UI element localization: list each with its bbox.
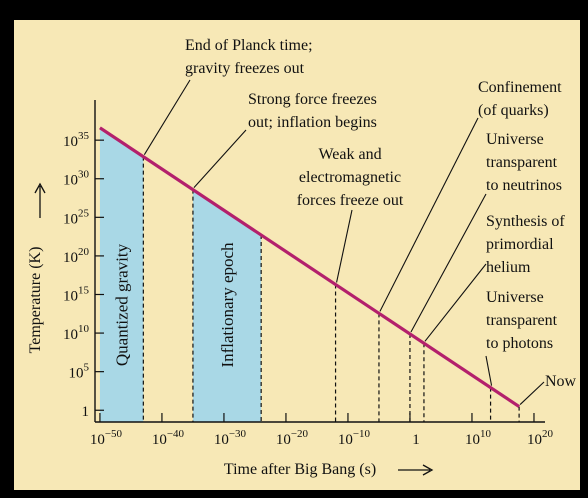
event-label: End of Planck time; [185,37,313,54]
event-label: to photons [486,335,553,352]
axes: 10−50 10−40 10−30 10−20 10−10 1 1010 1020 1 105 10… [63,100,553,448]
lines [99,126,520,422]
event-label: Weak and [318,146,381,163]
event-label: helium [486,259,531,276]
tick-label: 1015 [63,284,90,304]
event-label: (of quarks) [478,102,549,119]
leader-line [143,79,191,155]
event-label: to neutrinos [486,177,562,194]
x-axis-label: Time after Big Bang (s) [224,461,376,478]
leader-line [424,263,487,342]
tick-label: 10−50 [90,428,123,448]
tick-label: 1025 [63,207,90,227]
tick-label: 10−30 [214,428,247,448]
event-label: transparent [486,154,558,171]
leader-line [379,117,479,312]
event-label: Universe [486,131,544,148]
y-axis-label: Temperature (K) [27,247,44,354]
leader-line [193,129,247,189]
event-label: gravity freezes out [185,60,305,77]
event-label: transparent [486,312,558,329]
leader-line [485,355,493,386]
leader-line [336,209,353,283]
region [99,127,144,422]
tick-label: 1010 [465,428,492,448]
leader-line [519,381,545,405]
x-arrow [398,464,434,476]
tick-label: 1010 [63,323,90,343]
tick-label: 1 [412,432,420,448]
event-label: out; inflation begins [248,114,377,131]
event-label: primordial [486,236,554,253]
regions: Quantized gravity Inflationary epoch [99,127,262,422]
tick-label: 10−40 [152,428,185,448]
tick-label: 10−10 [338,428,371,448]
tick-label: 1 [82,404,90,420]
tick-label: 1020 [63,246,90,266]
event-label: forces freeze out [297,192,404,209]
event-label: Now [545,373,577,390]
tick-label: 1020 [527,428,554,448]
tick-label: 105 [69,362,90,382]
region-label: Inflationary epoch [218,242,237,368]
region-label: Quantized gravity [113,243,132,366]
tick-label: 1035 [63,130,90,150]
region [192,189,262,422]
event-label: electromagnetic [299,169,401,186]
tick-label: 1030 [63,169,90,189]
event-label: Strong force freezes [248,91,377,108]
tick-label: 10−20 [276,428,309,448]
event-label: Confinement [478,79,562,96]
event-label: Synthesis of [486,213,565,230]
temperature-line [99,126,520,408]
event-label: Universe [486,289,544,306]
y-arrow [34,182,46,218]
leader-line [410,193,487,333]
